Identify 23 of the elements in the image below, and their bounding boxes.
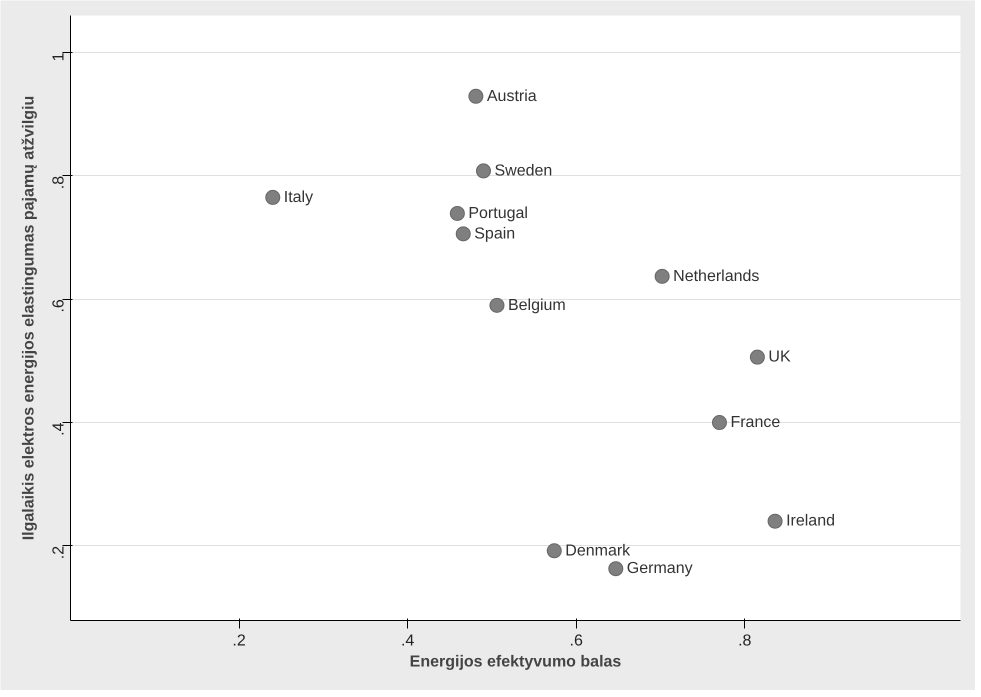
annotation: Denmark <box>565 542 632 560</box>
y-axis-title: Ilgalaikis elektros energijos elastingumas pajamų atžvilgiu <box>20 96 38 540</box>
y-tick-label: .6 <box>50 299 68 313</box>
x-tick-label: .8 <box>738 632 752 650</box>
x-tick-label: .2 <box>232 632 246 650</box>
x-axis-title: Energijos efektyvumo balas <box>410 654 622 670</box>
annotation: Belgium <box>508 296 566 314</box>
x-tick-label: .4 <box>400 632 414 650</box>
annotation: Austria <box>486 88 537 105</box>
y-tick-label: .2 <box>50 546 68 560</box>
annotation: UK <box>768 348 791 366</box>
annotation: Italy <box>284 188 314 206</box>
annotation: Ireland <box>786 512 836 530</box>
x-tick-label: .6 <box>570 632 583 650</box>
annotation: Germany <box>626 560 693 578</box>
y-tick-label: 1 <box>50 52 68 62</box>
y-tick-label: .8 <box>50 176 68 190</box>
annotation: Sweden <box>494 162 552 180</box>
annotation: Netherlands <box>673 268 760 285</box>
annotation: Portugal <box>468 204 528 222</box>
y-tick-label: .4 <box>50 422 68 436</box>
annotation: Spain <box>474 225 516 242</box>
annotation: France <box>730 414 780 432</box>
